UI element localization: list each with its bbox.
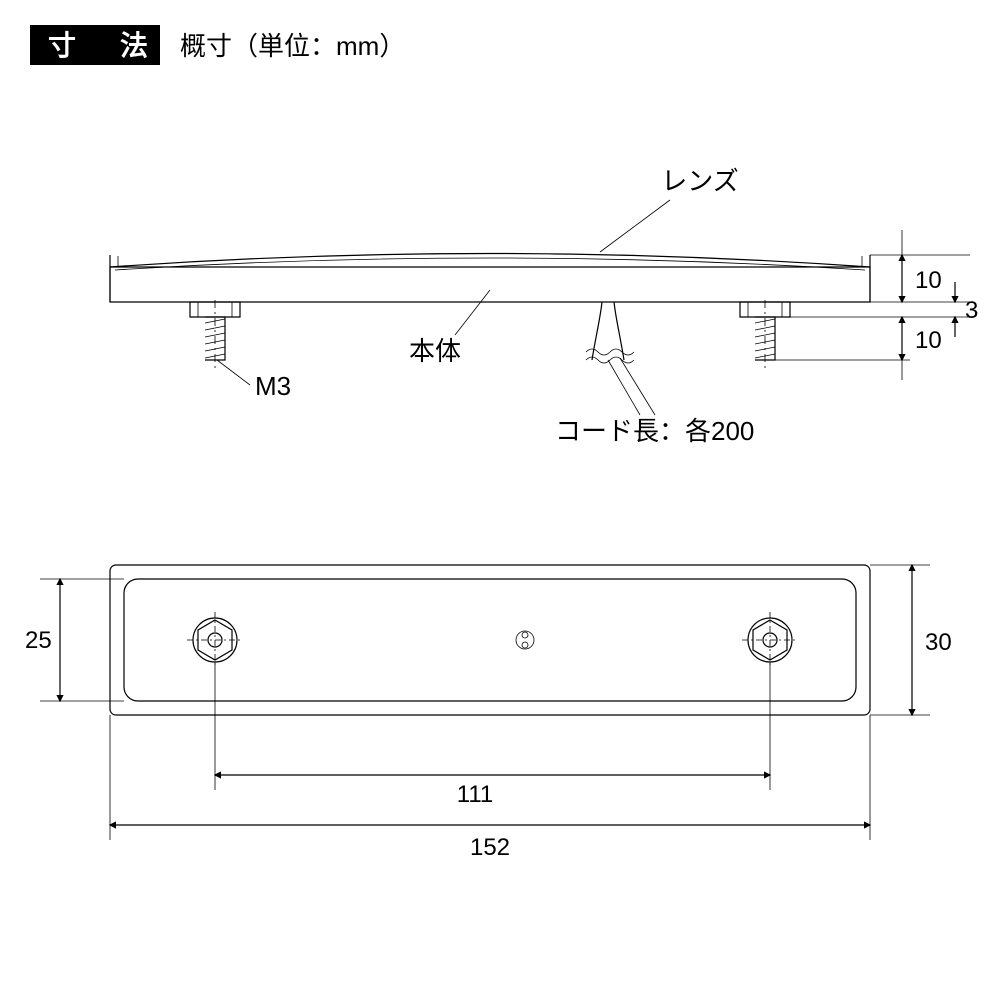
left-bolt <box>190 300 240 370</box>
title-text: 寸 法 <box>48 30 156 61</box>
cord-wires <box>586 302 634 363</box>
label-lens: レンズ <box>661 166 738 196</box>
dim-3: 3 <box>965 297 978 324</box>
label-body: 本体 <box>409 336 461 366</box>
dim-30: 30 <box>925 629 952 656</box>
bottom-view: 25 30 111 152 <box>25 565 952 861</box>
bottom-right-bolt <box>742 612 798 668</box>
dim-10b: 10 <box>915 327 942 354</box>
dim-10a: 10 <box>915 267 942 294</box>
label-cord: コード長：各200 <box>555 416 754 446</box>
dim-152: 152 <box>470 834 510 861</box>
drawing-canvas: 寸 法 概寸（単位：mm） <box>0 0 1000 1000</box>
right-bolt <box>740 300 790 370</box>
bottom-cord-hole <box>516 631 534 649</box>
side-view: レンズ 本体 M3 コード長：各200 10 3 10 <box>110 166 978 446</box>
dim-25: 25 <box>25 627 52 654</box>
dim-111: 111 <box>457 781 493 808</box>
bottom-left-bolt <box>187 612 243 668</box>
label-thread: M3 <box>255 371 291 401</box>
subtitle-text: 概寸（単位：mm） <box>180 31 405 61</box>
